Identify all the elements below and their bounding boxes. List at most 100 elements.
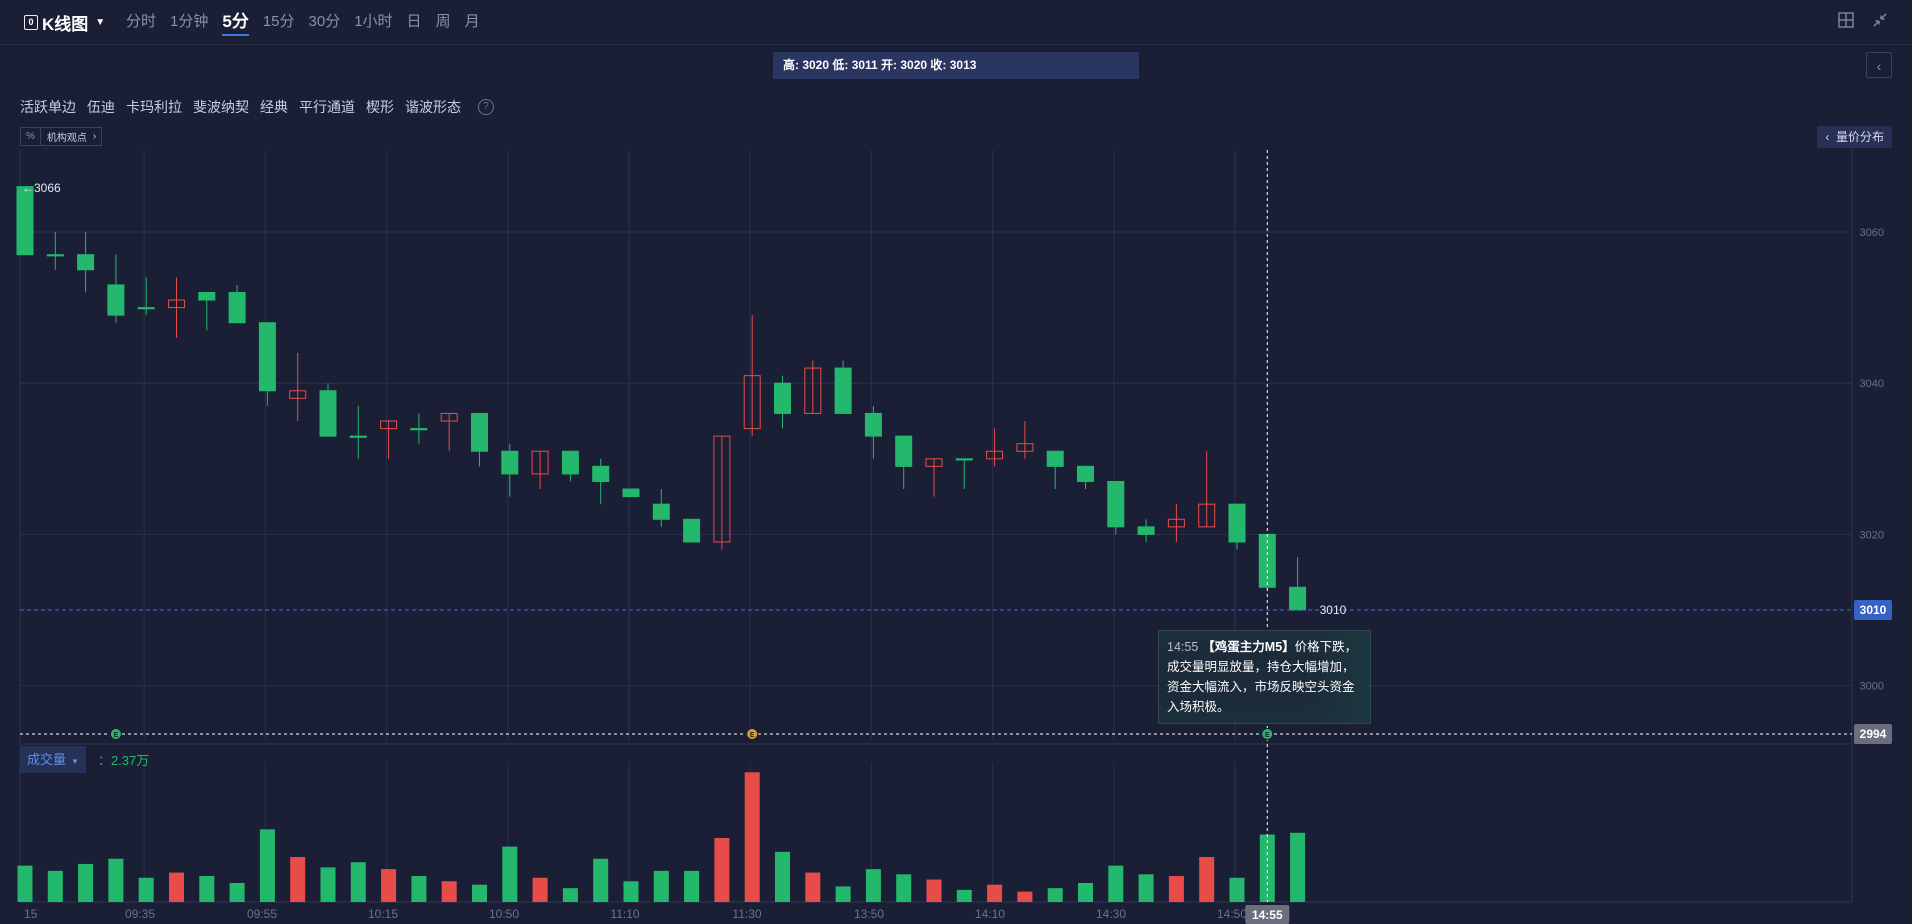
period-tab[interactable]: 30分 [308, 13, 341, 30]
period-tab[interactable]: 月 [464, 13, 480, 30]
volume-bar [441, 881, 457, 902]
candle-body [319, 390, 337, 437]
kline-chart[interactable]: 3000 3020 3040 3060 ←3066 3010 3010 2994 E E E 15 09… [0, 150, 1912, 924]
y-tick-label: 3020 [1860, 529, 1884, 541]
volume-bar [17, 865, 33, 902]
candle-body [1107, 480, 1125, 528]
volume-bar [1108, 865, 1124, 902]
candle-body [258, 322, 276, 392]
period-tab[interactable]: 1小时 [354, 13, 393, 30]
volume-bar [987, 884, 1003, 902]
volume-bar [865, 869, 881, 902]
exit-fullscreen-icon[interactable] [1872, 12, 1892, 32]
pattern-tool[interactable]: 伍迪 [87, 99, 115, 115]
volume-bar [472, 884, 487, 902]
volume-bar [714, 837, 730, 902]
candle-body [16, 186, 34, 256]
pattern-tool[interactable]: 平行通道 [299, 99, 355, 115]
volume-bar [956, 889, 972, 902]
x-tick-label: 14:30 [1096, 907, 1126, 921]
volume-bar [108, 858, 124, 902]
period-tab[interactable]: 周 [435, 13, 451, 30]
volume-bar [593, 858, 609, 902]
crosshair-price-tag: 2994 [1860, 727, 1887, 741]
top-right-toolbar [1838, 12, 1892, 32]
candle-body [925, 458, 943, 467]
y-tick-label: 3060 [1860, 227, 1884, 239]
volume-bar [1047, 888, 1063, 902]
volume-indicator-select[interactable]: 成交量 ▼ [20, 746, 86, 773]
collapse-panel-button[interactable]: ‹ [1866, 52, 1892, 78]
candle-body [804, 367, 822, 414]
x-tick-label: 09:35 [125, 907, 155, 921]
candle-body [1016, 443, 1034, 452]
x-tick-label: 11:30 [732, 907, 761, 921]
volume-bar [1259, 834, 1275, 902]
last-close-label: 3010 [1320, 603, 1347, 617]
event-marker-label: E [750, 732, 755, 739]
candle-body [380, 420, 398, 430]
volume-distribution-button[interactable]: ‹ 量价分布 [1817, 126, 1892, 148]
volume-bar [1138, 874, 1154, 902]
volume-bar [1290, 832, 1306, 902]
volume-bar [290, 857, 306, 902]
candle-body [440, 412, 458, 422]
volume-bar [320, 867, 336, 902]
layout-grid-icon[interactable] [1838, 12, 1858, 32]
pattern-tool[interactable]: 经典 [260, 99, 288, 115]
volume-bar [169, 872, 184, 902]
last-price-tag-box [1854, 600, 1892, 620]
help-icon[interactable]: ? [478, 99, 494, 115]
institution-view-label: 机构观点 [46, 133, 87, 144]
max-price-label: ←3066 [22, 181, 61, 195]
period-tab[interactable]: 1分钟 [170, 13, 209, 30]
news-body: 价格下跌，成交量明显放量，持仓大幅增加，资金大幅流入，市场反映空头资金入场积极。 [1167, 640, 1358, 714]
x-tick-label: 14:10 [975, 907, 1005, 921]
period-tab[interactable]: 分时 [126, 13, 157, 30]
pattern-tool[interactable]: 活跃单边 [20, 99, 76, 115]
candle-body [1198, 503, 1216, 528]
kline-icon: 0 [24, 15, 38, 30]
pattern-tool[interactable]: 谐波形态 [405, 99, 461, 115]
crosshair-time-tag-box [1245, 905, 1290, 924]
candle-body [46, 254, 64, 257]
candle-body [168, 299, 185, 309]
candle-body [1228, 503, 1246, 543]
period-tabs: 分时 1分钟 5分 15分 30分 1小时日周月 [126, 12, 494, 36]
candle-body [743, 375, 761, 430]
event-marker [1261, 728, 1274, 740]
volume-bar [744, 772, 760, 902]
candle-body [198, 291, 216, 301]
period-tab[interactable]: 日 [406, 13, 422, 30]
ohlc-info-bar: 高: 3020 低: 3011 开: 3020 收: 3013 [773, 52, 1139, 79]
x-tick-label: 10:15 [368, 907, 398, 921]
period-tab[interactable]: 15分 [262, 13, 295, 30]
news-tooltip: 14:55 【鸡蛋主力M5】价格下跌，成交量明显放量，持仓大幅增加，资金大幅流入，… [1158, 630, 1371, 724]
volume-bar [532, 877, 548, 902]
volume-bar [78, 863, 94, 902]
candle-body [501, 450, 519, 475]
institution-view-button[interactable]: % 机构观点 › [20, 127, 103, 146]
x-tick-label: 14:50 [1217, 907, 1247, 921]
pattern-tool[interactable]: 斐波纳契 [193, 99, 249, 115]
candle-body [864, 412, 882, 437]
pattern-tool[interactable]: 楔形 [366, 99, 394, 115]
event-marker [746, 728, 759, 740]
candle-body [107, 284, 125, 316]
volume-bar [259, 829, 275, 902]
candle-body [713, 435, 731, 543]
period-tab[interactable]: 5分 [222, 12, 249, 36]
chart-type-label: K线图 [42, 15, 89, 34]
chevron-left-icon: ‹ [1825, 130, 1830, 144]
chart-type-selector[interactable]: 0 K线图 ▼ [24, 10, 105, 35]
candle-body [1137, 526, 1155, 535]
candle-body [228, 291, 246, 324]
volume-bar [775, 851, 790, 902]
volume-bar [653, 870, 669, 902]
volume-bar [1229, 877, 1245, 902]
candle-body [289, 390, 307, 399]
volume-bar [199, 876, 215, 902]
pattern-tool[interactable]: 卡玛利拉 [126, 99, 182, 115]
candle-body [955, 458, 973, 461]
x-tick-label: 10:50 [489, 907, 519, 921]
